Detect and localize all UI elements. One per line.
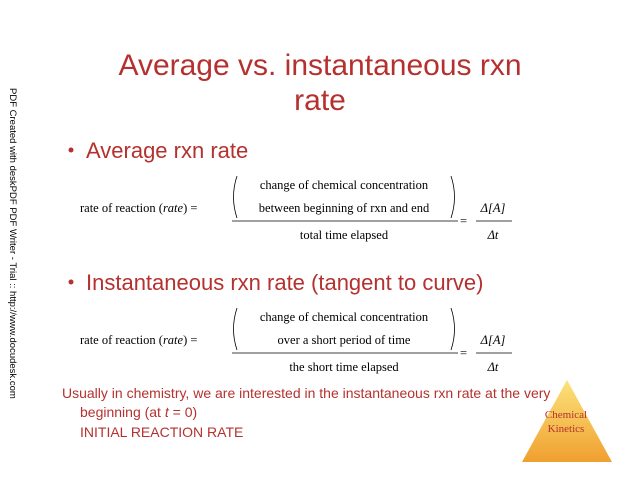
delta: Δt — [487, 360, 499, 374]
equation-part: rate of reaction ( — [80, 201, 163, 215]
footer-text: beginning (at t = 0) — [80, 404, 197, 420]
equation-lhs: rate of reaction (rate) = — [80, 333, 197, 347]
numerator: change of chemical concentration — [260, 310, 429, 324]
bullet-dot — [68, 279, 74, 285]
equation-lhs: rate of reaction (rate) = — [80, 201, 197, 215]
paren — [233, 307, 238, 351]
denominator: the short time elapsed — [289, 360, 399, 374]
equals: = — [460, 346, 467, 360]
bullet-text: Instantaneous rxn rate (tangent to curve… — [86, 270, 483, 295]
equals: = — [460, 214, 467, 228]
bullet-dot — [68, 147, 74, 153]
logo-triangle — [522, 380, 612, 462]
bullet-text: Average rxn rate — [86, 138, 248, 163]
equation-part: ) = — [183, 201, 197, 215]
footer-text: Usually in chemistry, we are interested … — [62, 385, 550, 401]
equation-part: rate — [163, 201, 184, 215]
logo-text: Kinetics — [548, 423, 585, 435]
paren — [233, 175, 238, 219]
delta: Δt — [487, 228, 499, 242]
numerator: change of chemical concentration — [260, 178, 429, 192]
paren — [450, 307, 455, 351]
numerator: between beginning of rxn and end — [259, 201, 430, 215]
denominator: total time elapsed — [300, 228, 389, 242]
delta: Δ[A] — [480, 201, 506, 215]
numerator: over a short period of time — [278, 333, 411, 347]
title: rate — [294, 84, 346, 117]
equation-part: rate of reaction ( — [80, 333, 163, 347]
side-note: PDF Created with deskPDF PDF Writer - Tr… — [7, 88, 18, 399]
equation-part: ) = — [183, 333, 197, 347]
title: Average vs. instantaneous rxn — [118, 49, 521, 82]
equation-part: rate — [163, 333, 184, 347]
footer-text: INITIAL REACTION RATE — [80, 424, 243, 440]
delta: Δ[A] — [480, 333, 506, 347]
logo-text: Chemical — [545, 409, 587, 421]
paren — [450, 175, 455, 219]
